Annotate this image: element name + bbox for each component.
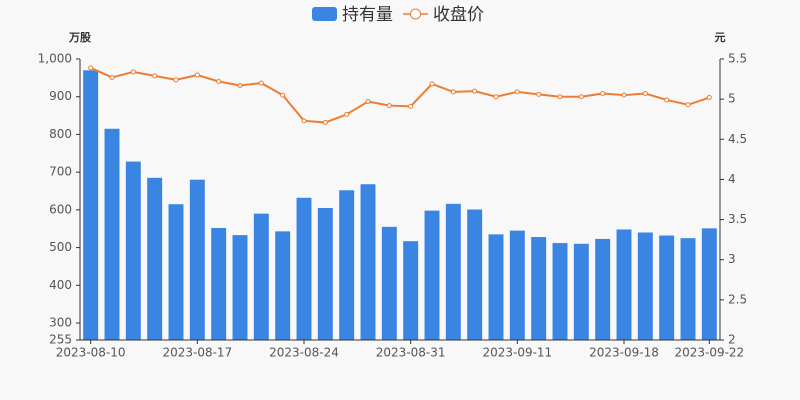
line-point (664, 97, 670, 103)
bar (125, 161, 141, 340)
line-point (621, 92, 627, 98)
bar (275, 231, 291, 340)
y-tick-label: 700 (49, 165, 72, 179)
line-point (365, 99, 371, 105)
bar (211, 227, 227, 340)
line-point (408, 103, 414, 109)
bar (445, 203, 461, 340)
x-tick-label: 2023-08-24 (269, 346, 339, 360)
line-point (685, 102, 691, 108)
x-tick-label: 2023-08-31 (376, 346, 446, 360)
line-point (258, 80, 264, 86)
legend-label: 持有量 (342, 5, 393, 25)
line-point (237, 82, 243, 88)
y-tick-label: 300 (49, 316, 72, 330)
line-point (216, 78, 222, 84)
bar (467, 209, 483, 340)
y-tick-label: 255 (49, 333, 72, 347)
bar (381, 226, 397, 340)
bar (595, 238, 611, 340)
bar (424, 210, 440, 340)
line-point (536, 91, 542, 97)
line-point (152, 73, 158, 79)
y2-axis-unit: 元 (715, 31, 726, 44)
bar (339, 190, 355, 340)
line-point (578, 94, 584, 100)
y2-tick-label: 2 (728, 333, 736, 347)
y-tick-label: 500 (49, 240, 72, 254)
y-tick-label: 800 (49, 127, 72, 141)
line-point (301, 118, 307, 124)
line-point (642, 91, 648, 97)
line-point (386, 103, 392, 109)
bar (189, 179, 205, 340)
line-point (109, 74, 115, 80)
legend-label: 收盘价 (433, 5, 484, 25)
bar (296, 197, 312, 340)
legend-swatch (410, 8, 421, 20)
bar (147, 177, 163, 340)
line-point (194, 72, 200, 78)
bar (701, 228, 717, 340)
bar (659, 235, 675, 340)
y-tick-label: 600 (49, 202, 72, 216)
line-point (88, 65, 94, 71)
line-point (130, 69, 136, 75)
bar (317, 207, 333, 340)
y2-tick-label: 5 (728, 92, 736, 106)
line-point (429, 81, 435, 87)
bar (573, 243, 589, 340)
y2-tick-label: 4 (728, 172, 736, 186)
x-tick-label: 2023-08-17 (162, 346, 232, 360)
line (90, 66, 710, 124)
bar (104, 128, 120, 340)
y2-tick-label: 3 (728, 252, 736, 266)
x-tick-label: 2023-08-10 (56, 346, 126, 360)
y2-tick-label: 4.5 (728, 132, 747, 146)
y-tick-label: 1,000 (38, 52, 72, 66)
x-tick-label: 2023-09-18 (589, 346, 659, 360)
line-point (280, 92, 286, 98)
bar (253, 213, 269, 340)
line-point (344, 111, 350, 117)
line-point (173, 77, 179, 83)
x-tick-label: 2023-09-22 (674, 346, 744, 360)
y-axis-unit: 万股 (68, 31, 92, 44)
bar (637, 232, 653, 340)
line-point (450, 89, 456, 95)
bar (616, 229, 632, 340)
bar (552, 243, 568, 340)
line-point (322, 119, 328, 125)
x-tick-label: 2023-09-11 (482, 346, 552, 360)
y2-tick-label: 2.5 (728, 292, 747, 306)
bar (509, 230, 525, 340)
bar (232, 235, 248, 340)
line-point (493, 94, 499, 100)
bar (168, 204, 184, 340)
line-point (557, 94, 563, 100)
bar (531, 237, 547, 340)
legend-swatch (312, 7, 337, 21)
line-point (600, 91, 606, 97)
y2-tick-label: 3.5 (728, 212, 747, 226)
line-point (472, 88, 478, 94)
y2-tick-label: 5.5 (728, 52, 747, 66)
bar (488, 234, 504, 340)
bar (83, 70, 99, 341)
line-point (514, 89, 520, 95)
bar (360, 184, 376, 340)
bar (403, 241, 419, 340)
y-tick-label: 400 (49, 278, 72, 292)
y-tick-label: 900 (49, 89, 72, 103)
bar (680, 238, 696, 340)
line-point (706, 95, 712, 101)
